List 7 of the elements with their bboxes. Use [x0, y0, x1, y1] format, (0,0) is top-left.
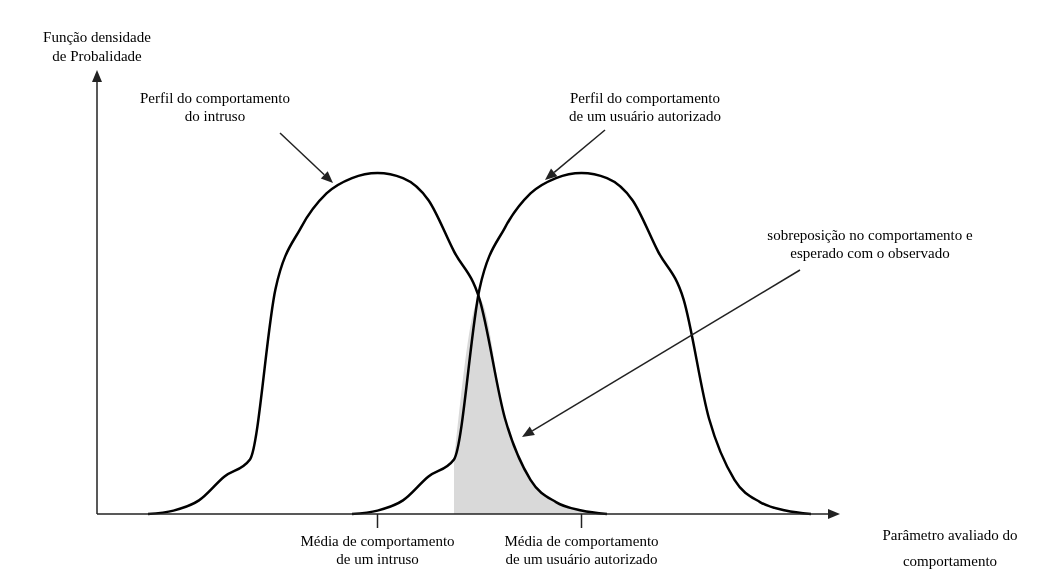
- x-tick-label: Média de comportamento de um usuário autorizado: [504, 533, 659, 567]
- text: Perfil do comportamento do intruso: [140, 90, 290, 124]
- annotation: sobreposição no comportamento e esperado com o observado: [767, 227, 974, 261]
- text: Função densidade de Probalidade: [43, 29, 152, 64]
- text: Perfil do comportamento de um usuário autorizado: [568, 90, 722, 124]
- x-tick-label: Média de comportamento de um intruso: [300, 533, 455, 567]
- x-axis-title: Parâmetro avaliado do comportamento: [882, 527, 1018, 569]
